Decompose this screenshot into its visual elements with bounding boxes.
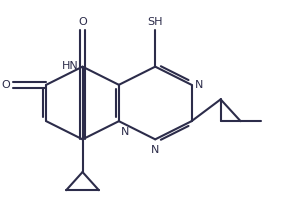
Text: SH: SH bbox=[148, 17, 163, 27]
Text: N: N bbox=[121, 127, 129, 137]
Text: O: O bbox=[78, 17, 87, 27]
Text: N: N bbox=[151, 145, 159, 155]
Text: O: O bbox=[2, 80, 11, 90]
Text: N: N bbox=[194, 80, 203, 90]
Text: HN: HN bbox=[61, 61, 78, 71]
